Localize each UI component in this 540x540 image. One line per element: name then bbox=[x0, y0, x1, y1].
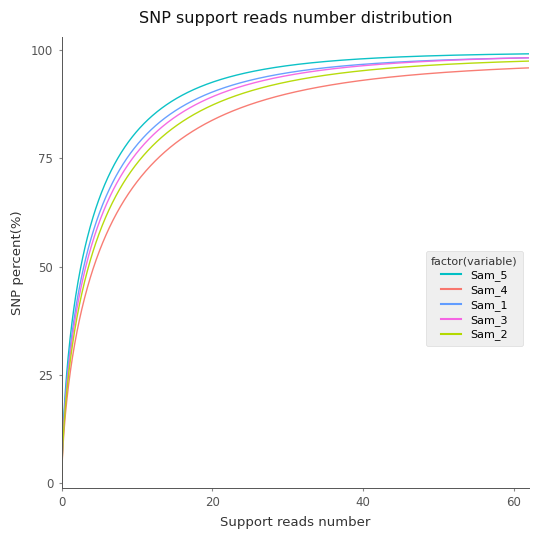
Y-axis label: SNP percent(%): SNP percent(%) bbox=[11, 210, 24, 315]
X-axis label: Support reads number: Support reads number bbox=[220, 516, 370, 529]
Title: SNP support reads number distribution: SNP support reads number distribution bbox=[139, 11, 452, 26]
Legend: Sam_5, Sam_4, Sam_1, Sam_3, Sam_2: Sam_5, Sam_4, Sam_1, Sam_3, Sam_2 bbox=[426, 251, 523, 346]
